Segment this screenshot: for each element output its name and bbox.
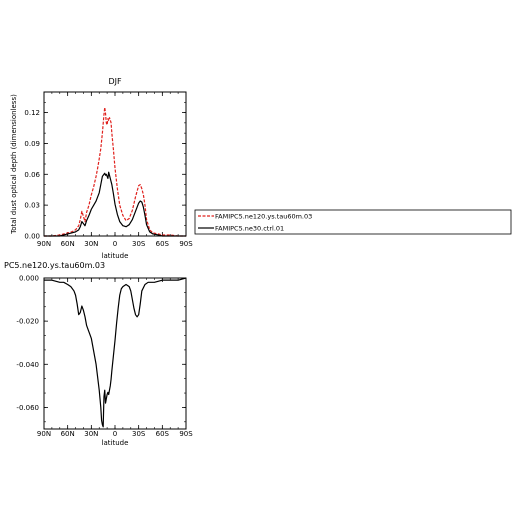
- top-x-tick-label: 60N: [61, 240, 75, 248]
- bottom-y-tick-label: -0.040: [16, 361, 39, 369]
- bottom-x-tick-label: 60N: [61, 430, 75, 438]
- bottom-y-tick-label: -0.060: [16, 404, 39, 412]
- bottom-chart-panel: PC5.ne120.ys.tau60m.03 latitude 90N 60N 30…: [4, 261, 193, 447]
- bottom-x-tick-label: 90N: [37, 430, 51, 438]
- top-y-axis-label: Total dust optical depth (dimensionless): [10, 94, 18, 235]
- top-plot-frame: [43, 91, 187, 237]
- bottom-y-tick-label: -0.020: [16, 318, 39, 326]
- top-y-tick-label: 0.03: [24, 202, 40, 210]
- top-y-tick-label: 0.00: [24, 233, 40, 241]
- top-y-tick-label: 0.09: [24, 140, 40, 148]
- bottom-x-tick-label: 0: [113, 430, 117, 438]
- top-x-tick-label: 30S: [132, 240, 146, 248]
- bottom-x-tick-label: 30S: [132, 430, 146, 438]
- top-y-tick-label: 0.12: [24, 109, 40, 117]
- legend: FAMIPC5.ne120.ys.tau60m.03 FAMIPC5.ne30.…: [194, 209, 512, 235]
- top-x-tick-label: 30N: [84, 240, 98, 248]
- bottom-x-axis-label: latitude: [102, 439, 129, 447]
- bottom-x-tick-label: 90S: [179, 430, 193, 438]
- top-y-tick-label: 0.06: [24, 171, 40, 179]
- bottom-x-tick-label: 30N: [84, 430, 98, 438]
- top-x-tick-label: 0: [113, 240, 117, 248]
- top-series-line-0: [44, 106, 186, 237]
- bottom-series-line-0: [44, 277, 187, 428]
- top-series-lines: [44, 106, 186, 237]
- top-axis-ticks: 90N 60N 30N 0 30S 60S 90S 0.00 0.03 0.06 0.09 0.12: [24, 91, 193, 248]
- bottom-plot-frame: [43, 277, 187, 430]
- legend-box: [194, 209, 512, 235]
- top-chart-title: DJF: [108, 77, 122, 86]
- top-x-tick-label: 60S: [156, 240, 170, 248]
- legend-label-ne30: FAMIPC5.ne30.ctrl.01: [215, 225, 284, 233]
- legend-label-ne120: FAMIPC5.ne120.ys.tau60m.03: [215, 213, 312, 221]
- bottom-y-tick-label: 0.000: [19, 275, 39, 283]
- top-x-axis-label: latitude: [102, 252, 129, 260]
- bottom-x-tick-label: 60S: [156, 430, 170, 438]
- bottom-axis-ticks: 90N 60N 30N 0 30S 60S 90S 0.000 -0.020 -0.040 -0.0…: [16, 275, 193, 439]
- top-x-tick-label: 90S: [179, 240, 193, 248]
- bottom-series-lines: [44, 277, 187, 428]
- bottom-chart-title: PC5.ne120.ys.tau60m.03: [4, 261, 105, 270]
- top-series-line-1: [44, 171, 186, 237]
- top-chart-panel: DJF latitude Total dust optical depth (d…: [10, 77, 193, 260]
- top-x-tick-label: 90N: [37, 240, 51, 248]
